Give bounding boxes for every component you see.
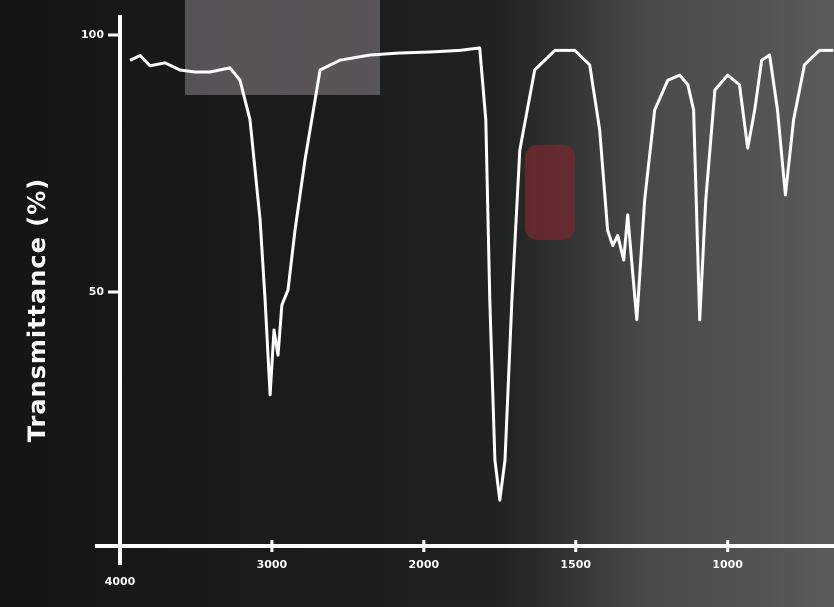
x-tick-label: 2000 xyxy=(409,558,440,571)
y-tick-label: 100 xyxy=(81,28,104,41)
y-axis-label: Transmittance (%) xyxy=(23,178,51,442)
x-tick-label: 4000 xyxy=(105,575,136,588)
badge xyxy=(525,145,575,240)
spectrum-line xyxy=(129,46,834,502)
x-tick-label: 1500 xyxy=(560,558,591,571)
shirt-collar xyxy=(185,0,380,95)
x-tick-label: 1000 xyxy=(712,558,743,571)
x-tick-label: 3000 xyxy=(257,558,288,571)
y-tick-label: 50 xyxy=(89,285,105,298)
